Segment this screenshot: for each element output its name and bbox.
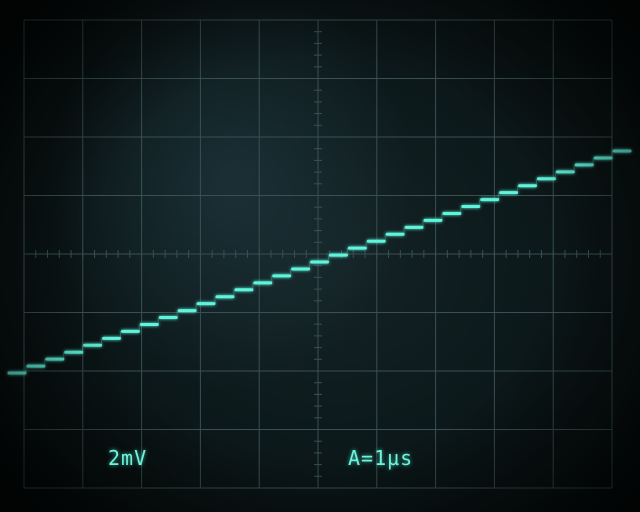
timebase-readout: A=1µs bbox=[348, 446, 414, 470]
volts-per-div-readout: 2mV bbox=[108, 446, 148, 470]
graticule-grid bbox=[23, 19, 613, 489]
